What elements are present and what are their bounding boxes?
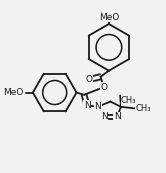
Text: MeO: MeO: [99, 13, 119, 22]
Text: CH₃: CH₃: [135, 104, 151, 113]
Text: O: O: [100, 83, 107, 92]
Text: O: O: [85, 75, 92, 84]
Text: CH₃: CH₃: [121, 96, 136, 105]
Text: N: N: [101, 112, 108, 121]
Text: MeO: MeO: [3, 88, 23, 97]
Text: N: N: [114, 112, 121, 121]
Text: N: N: [84, 101, 90, 110]
Text: N: N: [94, 102, 101, 111]
